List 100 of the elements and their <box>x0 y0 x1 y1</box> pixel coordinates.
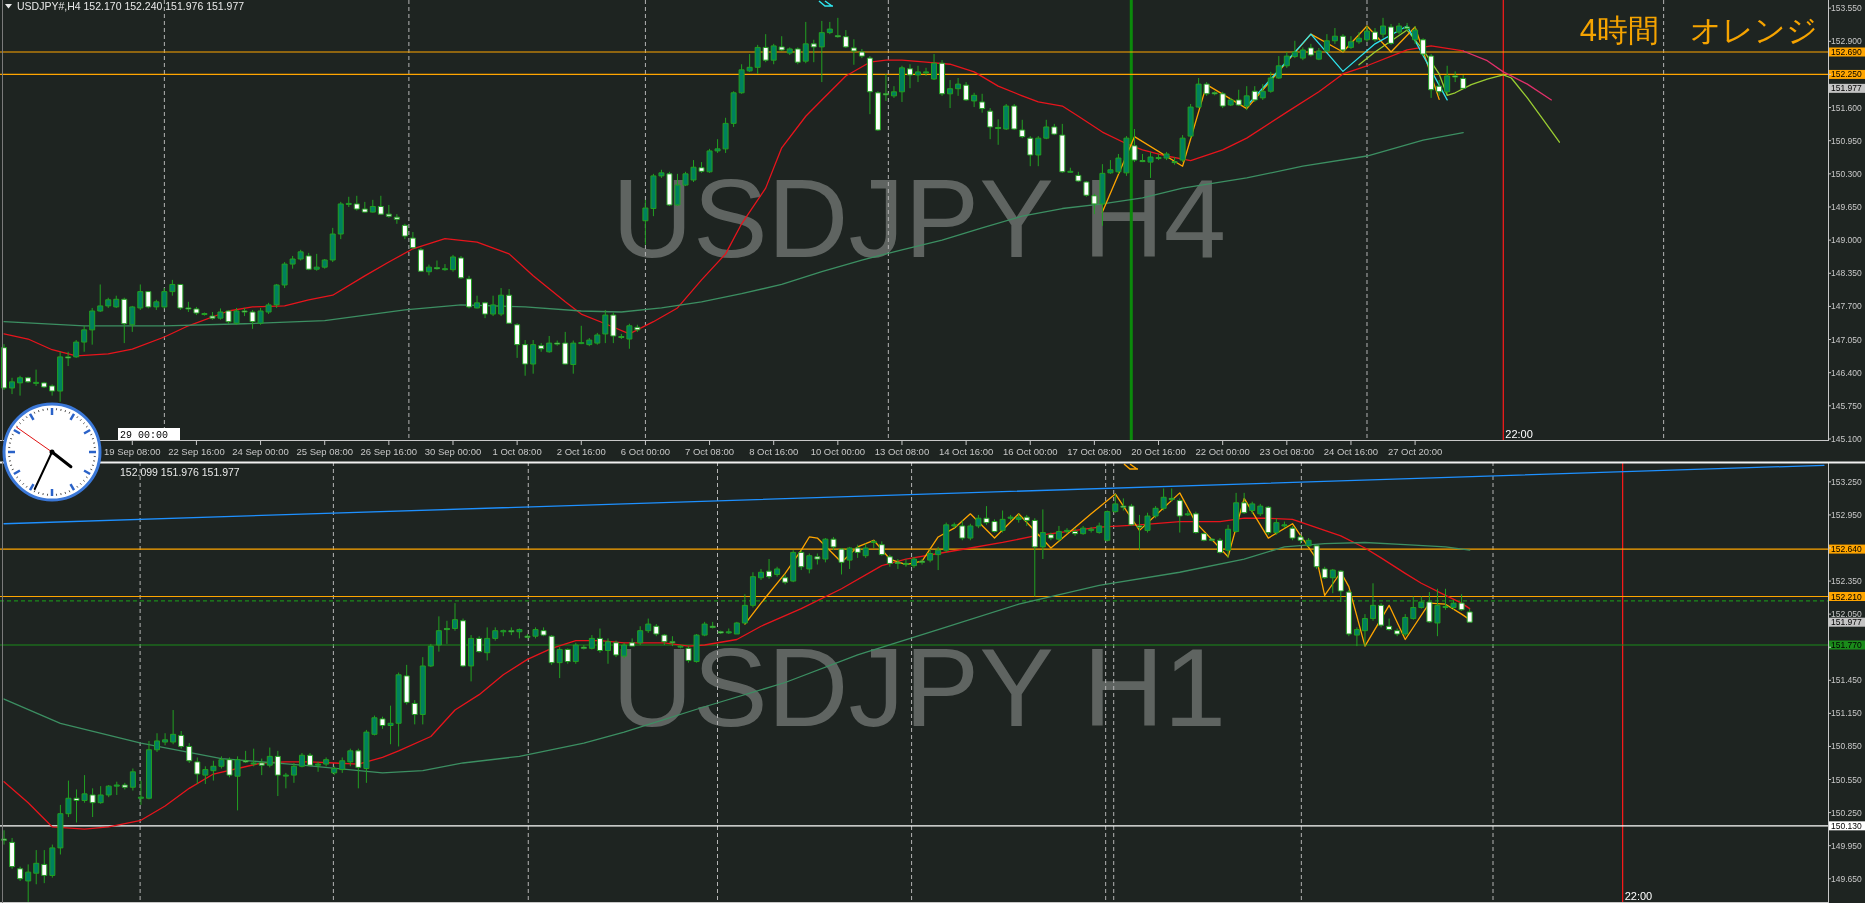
candlestick <box>1243 85 1250 111</box>
x-tick-label: 30 Sep 00:00 <box>424 446 482 457</box>
y-tick-label: 150.850 <box>1831 741 1862 752</box>
y-tick-label: 153.250 <box>1831 476 1862 487</box>
candlestick <box>305 252 312 271</box>
candlestick <box>401 223 408 240</box>
candlestick <box>121 297 128 344</box>
candlestick <box>1112 493 1119 514</box>
chart-title: 152.099 151.976 151.977 <box>120 466 240 478</box>
annotation: 22:00 <box>1505 428 1533 440</box>
x-tick-label: 24 Sep 00:00 <box>232 446 289 457</box>
candlestick <box>129 768 136 792</box>
candlestick <box>931 53 938 81</box>
candlestick <box>878 540 885 557</box>
candlestick <box>1080 525 1087 536</box>
candlestick <box>1088 526 1095 534</box>
candlestick <box>741 593 748 625</box>
candlestick <box>41 849 48 884</box>
candlestick <box>361 201 368 214</box>
y-tick-label: 153.550 <box>1831 3 1862 14</box>
candlestick <box>610 312 617 344</box>
candlestick <box>898 65 905 103</box>
candlestick <box>1331 27 1338 45</box>
x-tick-label: 25 Sep 08:00 <box>296 446 353 457</box>
candlestick <box>492 626 499 642</box>
candlestick <box>594 332 601 346</box>
candlestick <box>1460 74 1467 89</box>
candlestick <box>798 549 805 571</box>
candlestick <box>33 849 40 885</box>
candlestick <box>297 249 304 262</box>
candlestick <box>754 44 761 75</box>
candlestick <box>1249 501 1256 515</box>
candlestick <box>602 309 609 344</box>
candlestick <box>894 558 901 570</box>
candlestick <box>578 325 585 345</box>
candlestick <box>943 522 950 553</box>
candlestick <box>1265 505 1272 536</box>
candlestick <box>1219 91 1226 109</box>
candlestick <box>522 339 529 377</box>
y-tick-label: 150.550 <box>1831 774 1862 785</box>
candlestick <box>1179 134 1186 163</box>
x-tick-label: 8 Oct 16:00 <box>749 446 799 457</box>
candlestick <box>403 664 410 706</box>
candlestick <box>987 107 994 140</box>
candlestick <box>1420 37 1427 57</box>
candlestick <box>1361 613 1368 647</box>
candlestick <box>951 522 958 529</box>
candlestick <box>564 647 571 665</box>
x-tick-label: 24 Oct 16:00 <box>1323 446 1379 457</box>
candlestick <box>572 642 579 665</box>
x-tick-label: 27 Oct 20:00 <box>1387 446 1443 457</box>
x-tick-label: 13 Oct 08:00 <box>874 446 930 457</box>
candlestick <box>1428 53 1435 99</box>
candlestick <box>995 118 1002 146</box>
candlestick <box>393 213 400 225</box>
candlestick <box>435 615 442 653</box>
candlestick <box>9 837 16 870</box>
candlestick <box>417 247 424 273</box>
candlestick <box>154 732 161 753</box>
candlestick <box>1404 22 1411 32</box>
candlestick <box>758 568 764 581</box>
candlestick <box>49 383 56 397</box>
candlestick <box>482 301 489 319</box>
candlestick <box>73 339 80 359</box>
x-tick-label: 22 Oct 00:00 <box>1195 446 1250 457</box>
candlestick <box>1235 89 1242 107</box>
y-tick-label: 149.000 <box>1831 235 1862 246</box>
candlestick <box>1307 43 1314 58</box>
candlestick <box>1355 31 1362 45</box>
candlestick <box>1031 517 1038 597</box>
candlestick <box>290 762 297 784</box>
candlestick <box>1353 626 1360 647</box>
candlestick <box>906 63 913 89</box>
x-tick-label: 10 Oct 00:00 <box>810 446 866 457</box>
candlestick <box>979 93 986 114</box>
candlestick <box>1257 503 1264 517</box>
candlestick <box>915 65 922 83</box>
x-tick-label: 14 Oct 16:00 <box>938 446 994 457</box>
candlestick <box>97 283 104 313</box>
candlestick <box>927 548 934 563</box>
candlestick <box>1007 514 1014 521</box>
candlestick <box>530 339 537 375</box>
candlestick <box>902 558 909 568</box>
candlestick <box>369 199 376 214</box>
candlestick <box>186 742 193 764</box>
candlestick <box>580 644 587 650</box>
candlestick <box>1444 65 1451 95</box>
candlestick <box>105 297 112 309</box>
candlestick <box>331 765 338 776</box>
y-tick-label: 151.450 <box>1831 675 1862 686</box>
candlestick <box>307 752 314 767</box>
candlestick <box>484 626 491 661</box>
candlestick <box>882 73 889 102</box>
candlestick <box>1452 70 1459 83</box>
candlestick <box>834 17 841 39</box>
y-tick-label: 149.650 <box>1831 201 1862 212</box>
y-tick-label: 151.600 <box>1831 102 1862 113</box>
candlestick <box>17 375 24 397</box>
candlestick <box>1418 596 1425 610</box>
x-tick-label: 23 Oct 08:00 <box>1259 446 1315 457</box>
